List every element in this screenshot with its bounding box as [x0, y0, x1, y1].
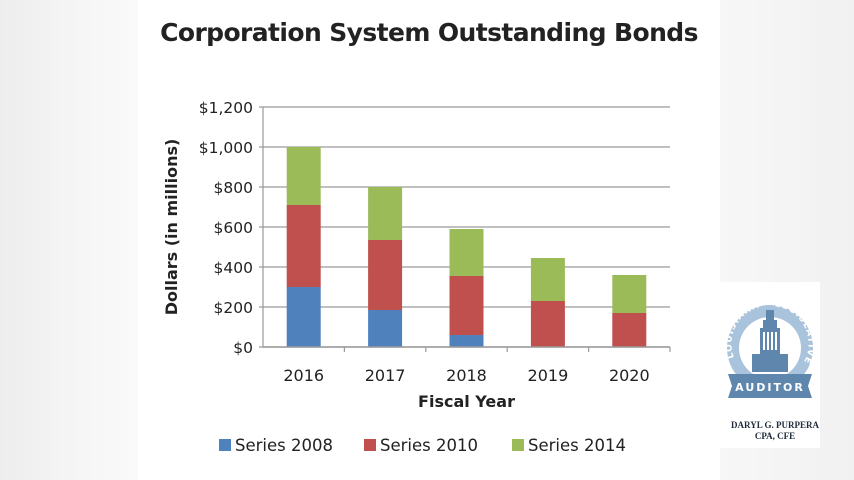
- legend-label: Series 2014: [528, 436, 626, 455]
- y-tick-label: $1,200: [199, 99, 253, 117]
- logo-banner: AUDITOR: [735, 381, 805, 394]
- x-axis-label: Fiscal Year: [418, 392, 515, 411]
- bar-segment: [612, 313, 647, 347]
- legend-label: Series 2008: [235, 436, 333, 455]
- y-tick-label: $0: [233, 339, 253, 357]
- y-tick-label: $800: [214, 179, 253, 197]
- y-tick-label: $600: [214, 219, 253, 237]
- y-tick-label: $1,000: [199, 139, 253, 157]
- legend-label: Series 2010: [380, 436, 478, 455]
- bar-segment: [449, 276, 484, 335]
- logo-name-line1: DARYL G. PURPERA: [731, 420, 819, 430]
- x-tick-label: 2018: [446, 366, 487, 385]
- x-tick-label: 2019: [528, 366, 569, 385]
- logo-name-line2: CPA, CFE: [754, 431, 796, 441]
- y-axis-label: Dollars (in millions): [162, 139, 181, 316]
- slide: Corporation System Outstanding Bonds $0 $…: [138, 0, 720, 480]
- background-left: [0, 0, 138, 480]
- x-tick-label: 2016: [283, 366, 324, 385]
- bar-segment: [368, 310, 403, 347]
- chart-title: Corporation System Outstanding Bonds: [160, 18, 698, 47]
- bar-segment: [449, 229, 484, 276]
- bar-segment: [530, 301, 565, 347]
- x-tick-label: 2020: [609, 366, 650, 385]
- legend-swatch: [512, 439, 524, 451]
- bar-segment: [368, 187, 403, 240]
- bar-segment: [368, 240, 403, 310]
- y-tick-label: $400: [214, 259, 253, 277]
- x-tick-label: 2017: [365, 366, 406, 385]
- bar-segment: [612, 275, 647, 313]
- y-tick-label: $200: [214, 299, 253, 317]
- legend-swatch: [364, 439, 376, 451]
- logo-name: DARYL G. PURPERA CPA, CFE: [720, 420, 830, 442]
- bar-segment: [286, 205, 321, 287]
- bar-chart: $0 $200 $400 $600 $800 $1,000 $1,200 2016 2017 20…: [162, 99, 671, 455]
- legend-swatch: [219, 439, 231, 451]
- bar-segment: [286, 287, 321, 347]
- auditor-logo: LOUISIANA LEGISLATIVE AUDITOR DARYL G. P…: [720, 282, 820, 448]
- bar-segment: [449, 335, 484, 347]
- bar-segment: [530, 258, 565, 301]
- auditor-seal-icon: LOUISIANA LEGISLATIVE AUDITOR: [724, 299, 815, 398]
- bar-segment: [286, 147, 321, 205]
